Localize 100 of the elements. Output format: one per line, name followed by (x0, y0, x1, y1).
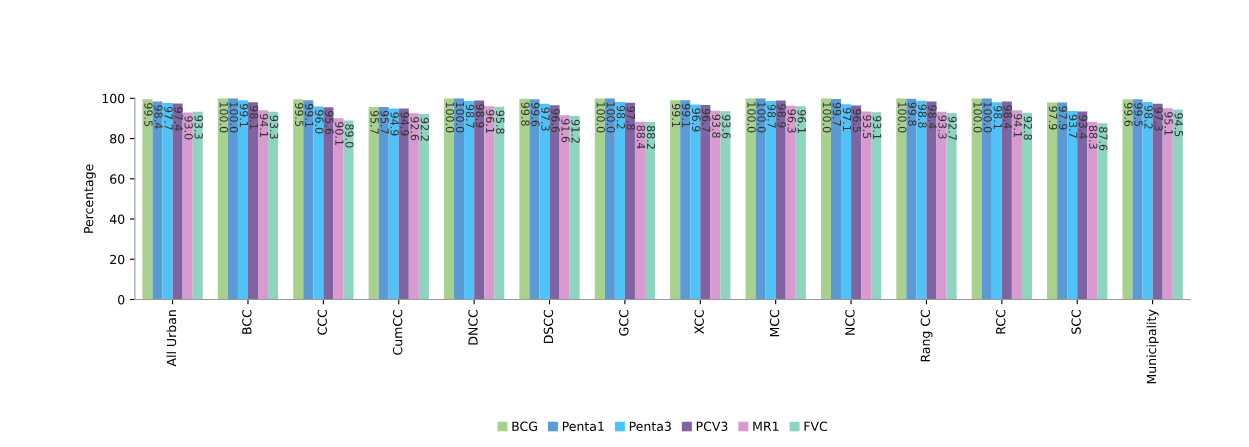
bar (906, 98, 917, 300)
data-label: 96.3 (787, 109, 796, 133)
bar (1172, 109, 1183, 300)
data-label: 99.5 (144, 103, 153, 127)
data-label: 88.3 (1089, 125, 1098, 149)
data-label: 93.3 (938, 115, 947, 139)
data-label: 92.6 (410, 116, 419, 141)
bar (443, 98, 455, 300)
bar (1162, 108, 1173, 300)
data-label: 96.9 (692, 108, 701, 132)
data-label: 98.4 (154, 105, 163, 129)
bar (464, 100, 475, 300)
data-label: 98.9 (777, 104, 786, 128)
bar (388, 108, 399, 300)
data-label: 91.6 (561, 118, 570, 143)
data-label: 91.2 (571, 119, 580, 143)
bar (172, 103, 183, 300)
x-tick-label: Rang CC (920, 309, 933, 362)
data-label: 95.1 (1164, 111, 1173, 135)
data-label: 100.0 (898, 102, 907, 133)
bar (519, 98, 530, 300)
bar (971, 98, 982, 300)
y-tick-label: 0 (118, 294, 125, 305)
bar (981, 98, 992, 300)
bar (494, 106, 505, 300)
data-label: 94.9 (400, 112, 409, 136)
data-label: 93.1 (872, 115, 882, 139)
data-label: 99.5 (295, 103, 304, 127)
bar (680, 100, 691, 300)
data-label: 96.1 (797, 109, 806, 133)
data-label: 90.1 (335, 121, 344, 145)
bar (670, 100, 681, 300)
bar (916, 100, 927, 300)
bar (896, 98, 907, 300)
data-label: 99.6 (1124, 102, 1133, 127)
x-tick-label: All Urban (166, 310, 177, 367)
data-label: 96.6 (551, 108, 560, 133)
data-label: 93.3 (194, 115, 203, 139)
bar (1152, 103, 1163, 300)
data-label: 97.9 (1058, 106, 1068, 130)
data-label: 93.4 (1079, 115, 1088, 139)
data-label: 96.5 (852, 109, 862, 133)
bar (926, 101, 937, 300)
bar (1001, 101, 1012, 300)
bar (604, 98, 615, 300)
bar (785, 105, 796, 300)
bar (378, 106, 389, 300)
bar (1057, 102, 1068, 300)
bar (313, 106, 324, 300)
data-label: 99.6 (531, 102, 540, 127)
data-label: 94.1 (259, 113, 269, 137)
y-tick-label: 100 (102, 93, 125, 104)
bar (645, 122, 656, 300)
bar (343, 120, 354, 300)
data-label: 96.7 (702, 108, 711, 132)
bar (991, 102, 1002, 300)
data-label: 98.8 (918, 104, 927, 128)
bar (841, 104, 852, 300)
bar (559, 115, 570, 300)
data-label: 93.8 (712, 114, 721, 138)
data-label: 99.1 (681, 103, 691, 127)
bar (765, 100, 776, 300)
y-tick-label: 40 (109, 214, 125, 224)
data-label: 98.7 (465, 104, 475, 128)
x-tick-label: CCC (317, 309, 327, 335)
data-label: 89.0 (345, 124, 354, 148)
data-label: 98.2 (1144, 105, 1153, 129)
x-tick-label: SCC (1071, 309, 1081, 334)
data-label: 99.1 (239, 103, 249, 127)
y-tick-label: 80 (110, 134, 125, 144)
bar (1142, 101, 1153, 300)
bar (268, 111, 279, 300)
bar (368, 106, 379, 300)
x-tick-label: RCC (996, 309, 1006, 334)
data-label: 99.8 (908, 102, 917, 126)
legend-label: MR1 (753, 421, 779, 431)
x-tick-label: NCC (845, 309, 855, 335)
bar (700, 104, 711, 300)
data-label: 97.9 (1048, 106, 1058, 130)
data-label: 99.1 (305, 103, 314, 127)
data-label: 93.3 (269, 115, 279, 139)
data-label: 100.0 (219, 102, 229, 133)
bar (1087, 121, 1098, 300)
data-label: 87.6 (1099, 127, 1108, 151)
bar (946, 113, 957, 300)
bar (614, 101, 625, 300)
legend-label: PCV3 (696, 421, 728, 432)
x-tick-label: MCC (769, 309, 780, 337)
bar (1122, 99, 1133, 300)
bar (820, 98, 831, 300)
data-label: 92.8 (1023, 116, 1033, 140)
data-label: 97.7 (164, 106, 173, 130)
bar (710, 110, 721, 300)
data-label: 93.6 (722, 114, 731, 139)
data-label: 97.3 (1154, 107, 1163, 131)
data-label: 100.0 (606, 102, 615, 133)
bar (720, 111, 731, 300)
bar (474, 100, 485, 300)
data-label: 100.0 (596, 102, 605, 133)
bar (539, 103, 550, 300)
